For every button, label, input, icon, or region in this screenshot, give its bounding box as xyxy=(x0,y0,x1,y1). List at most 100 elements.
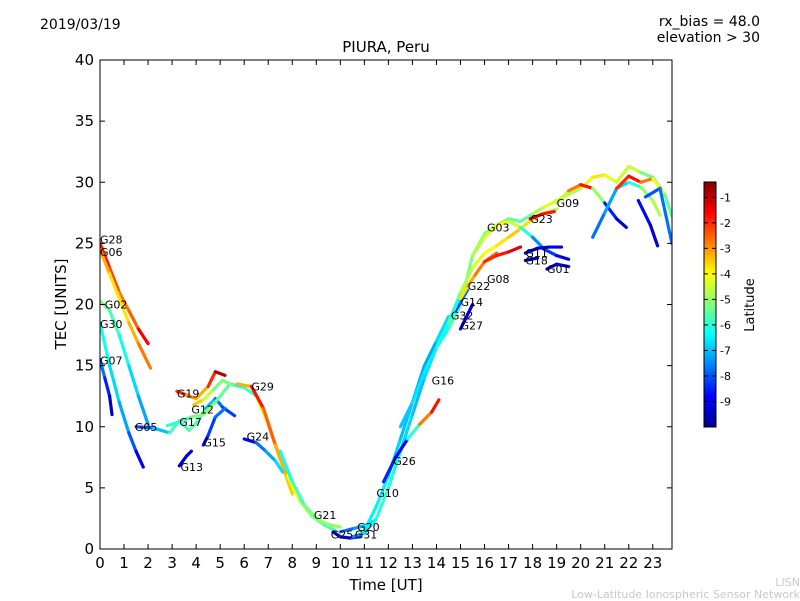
trace-segment xyxy=(374,474,391,508)
series-label: G14 xyxy=(461,296,484,309)
x-tick-label: 10 xyxy=(331,554,350,572)
series-label: G12 xyxy=(191,404,214,417)
trace-segment xyxy=(177,454,189,468)
colorbar-tick-label: -3 xyxy=(720,242,731,255)
trace-segment xyxy=(506,219,523,230)
trace-segment xyxy=(603,173,619,184)
x-tick-label: 17 xyxy=(499,554,518,572)
y-tick-label: 30 xyxy=(75,173,94,191)
trace-segment xyxy=(518,225,535,239)
trace-segment xyxy=(651,198,662,217)
trace-segment xyxy=(651,176,667,197)
trace-segment xyxy=(136,327,150,346)
trace-segment xyxy=(591,186,607,205)
series-label: G27 xyxy=(461,319,484,332)
trace-segment xyxy=(177,415,193,424)
series-label: G21 xyxy=(314,509,337,522)
trace-segment xyxy=(458,312,470,331)
series-g15 xyxy=(201,406,227,447)
y-tick-label: 40 xyxy=(75,51,94,69)
x-tick-label: 0 xyxy=(95,554,105,572)
credit-line2: Low-Latitude Ionospheric Sensor Network xyxy=(571,588,800,601)
trace-segment xyxy=(261,406,278,447)
trace-segment xyxy=(639,176,655,184)
date-label: 2019/03/19 xyxy=(40,17,121,33)
x-tick-label: 11 xyxy=(355,554,374,572)
y-tick-label: 15 xyxy=(75,357,94,375)
trace-segment xyxy=(326,522,342,529)
trace-segment xyxy=(535,245,552,250)
series-label: G28 xyxy=(100,234,123,247)
series-g11 xyxy=(523,245,564,255)
series-g06 xyxy=(100,247,153,370)
trace-segment xyxy=(165,420,181,428)
series-g08 xyxy=(482,245,523,264)
colorbar-tick-label: -5 xyxy=(720,293,731,306)
colorbar-gradient xyxy=(703,181,717,428)
trace-segment xyxy=(473,260,487,277)
trace-segment xyxy=(213,406,227,419)
x-tick-label: 21 xyxy=(595,554,614,572)
trace-segment xyxy=(108,272,121,300)
trace-segment xyxy=(418,410,434,426)
trace-segment xyxy=(458,288,470,304)
trace-segment xyxy=(134,449,145,469)
trace-segment xyxy=(603,186,619,215)
series-label: G08 xyxy=(487,273,510,286)
series-label: G02 xyxy=(105,299,128,312)
x-tick-label: 8 xyxy=(287,554,297,572)
trace-segment xyxy=(394,437,410,459)
x-tick-label: 3 xyxy=(167,554,177,572)
trace-segment xyxy=(482,223,499,239)
trace-segment xyxy=(273,459,285,474)
x-tick-label: 22 xyxy=(619,554,638,572)
x-axis-label: Time [UT] xyxy=(348,576,422,594)
series-g03 xyxy=(470,219,571,261)
series-label: G23 xyxy=(530,213,553,226)
x-tick-label: 9 xyxy=(312,554,322,572)
trace-segment xyxy=(523,246,540,255)
trace-segment xyxy=(430,398,441,414)
trace-segment xyxy=(338,526,357,534)
series-label: G03 xyxy=(487,221,510,234)
trace-segment xyxy=(273,443,290,478)
trace-segment xyxy=(194,384,210,401)
trace-segment xyxy=(636,198,652,227)
series-g28 xyxy=(100,241,150,346)
trace-segment xyxy=(494,235,511,248)
trace-segment xyxy=(362,504,378,533)
y-tick-label: 0 xyxy=(84,540,94,558)
trace-segment xyxy=(249,384,266,411)
x-tick-label: 19 xyxy=(547,554,566,572)
series-g07 xyxy=(100,357,114,417)
trace-segment xyxy=(506,227,523,239)
trace-segment xyxy=(410,370,427,404)
series-unlabeled-33 xyxy=(636,198,660,248)
trace-segment xyxy=(518,212,535,223)
trace-segment xyxy=(338,535,352,540)
trace-segment xyxy=(470,251,487,270)
trace-segment xyxy=(545,262,559,271)
colorbar-label: Latitude xyxy=(743,278,758,332)
series-label: G06 xyxy=(100,246,123,259)
trace-segment xyxy=(314,516,330,527)
series-label: G05 xyxy=(135,421,158,434)
trace-segment xyxy=(204,397,217,411)
series-g23 xyxy=(528,209,556,221)
series-label: G09 xyxy=(557,197,580,210)
trace-segment xyxy=(100,247,112,276)
trace-segment xyxy=(579,183,595,190)
trace-segment xyxy=(458,266,475,294)
trace-segment xyxy=(406,422,422,441)
series-unlabeled-34 xyxy=(643,186,672,245)
series-g21 xyxy=(278,449,342,529)
series-g18 xyxy=(523,256,540,263)
y-axis-label: TEC [UNITS] xyxy=(52,259,70,351)
trace-segment xyxy=(374,486,391,521)
colorbar-tick-label: -2 xyxy=(720,217,731,230)
trace-segment xyxy=(108,309,121,337)
series-label: G26 xyxy=(393,455,416,468)
x-tick-label: 6 xyxy=(239,554,249,572)
colorbar-tick-label: -4 xyxy=(720,268,731,281)
trace-segment xyxy=(494,250,511,258)
